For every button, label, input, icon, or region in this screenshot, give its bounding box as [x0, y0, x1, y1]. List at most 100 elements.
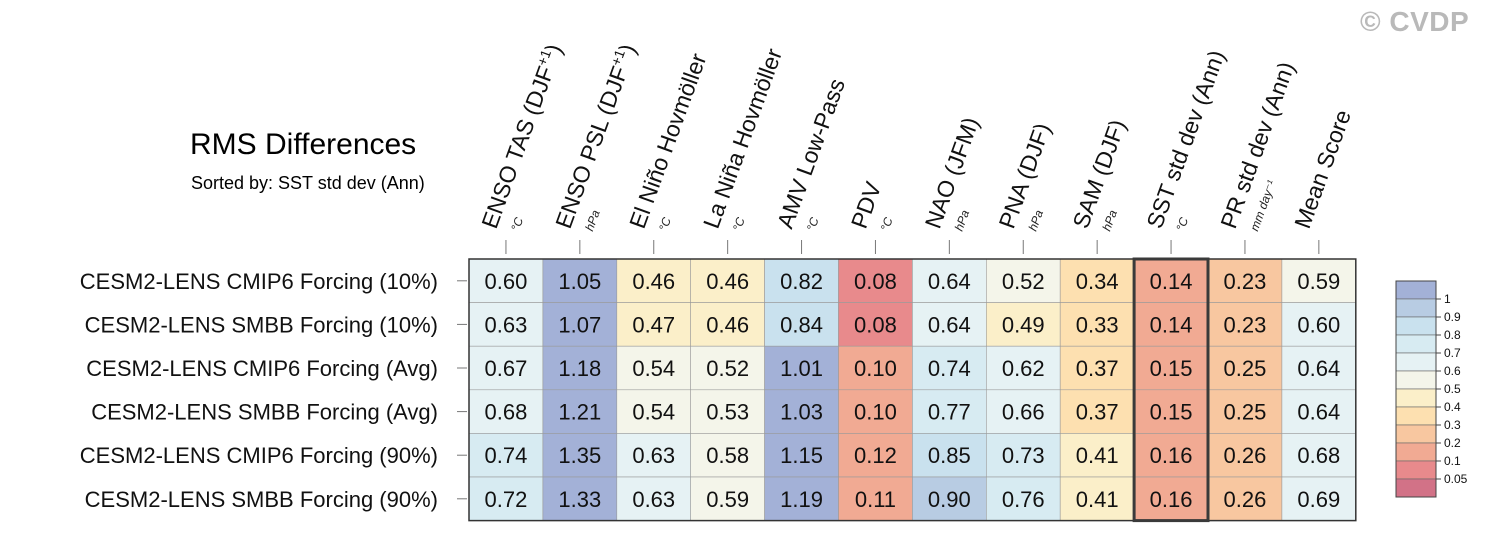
colorbar-swatch: [1395, 370, 1437, 390]
column-label: La Niña Hovmöller: [698, 45, 787, 232]
heatmap-cell: [838, 433, 913, 478]
heatmap-cell: [985, 476, 1061, 521]
cell-value-label: 0.69: [1297, 487, 1340, 512]
heatmap-cell: [1059, 389, 1135, 434]
column-label: AMV Low-Pass: [772, 75, 850, 232]
cell-value-label: 0.82: [780, 269, 823, 294]
heatmap-cell: [616, 476, 691, 521]
colorbar-label: 0.9: [1444, 310, 1461, 324]
column-label: ENSO TAS (DJF+1): [475, 40, 567, 232]
colorbar: 1 0.9 0.8 0.7 0.6 0.5 0.4 0.3 0.2 0.1 0.05: [1395, 280, 1468, 498]
heatmap-cell: [764, 258, 839, 303]
colorbar-label: 0.4: [1444, 400, 1461, 414]
cell-value-label: 0.66: [1002, 400, 1045, 425]
cell-value-label: 0.26: [1224, 487, 1267, 512]
column-label: El Niño Hovmöller: [624, 50, 711, 232]
heatmap-cell: [542, 258, 618, 303]
heatmap-cell: [985, 433, 1061, 478]
cell-value-label: 1.33: [558, 487, 601, 512]
colorbar-swatch: [1395, 406, 1437, 426]
cell-value-label: 0.23: [1224, 312, 1267, 337]
column-label: SAM (DJF): [1067, 116, 1130, 232]
heatmap-cell: [542, 389, 618, 434]
cell-value-label: 0.16: [1150, 487, 1193, 512]
column-unit: °C: [1173, 215, 1191, 233]
heatmap-cell: [1133, 345, 1209, 391]
heatmap-cell: [616, 258, 691, 303]
heatmap-cell: [985, 345, 1061, 391]
cell-value-label: 0.49: [1002, 312, 1045, 337]
column-label: ENSO PSL (DJF+1): [549, 40, 641, 232]
cell-value-label: 0.46: [632, 269, 675, 294]
cell-value-label: 0.59: [1297, 269, 1340, 294]
cell-value-label: 0.08: [854, 312, 897, 337]
cell-value-label: 0.52: [1002, 269, 1045, 294]
cell-value-label: 0.85: [928, 443, 971, 468]
heatmap-cell: [764, 433, 839, 478]
cell-value-label: 1.18: [558, 356, 601, 381]
heatmap-cell: [542, 433, 618, 478]
column-label: PNA (DJF): [994, 120, 1056, 232]
cell-value-label: 0.64: [928, 269, 971, 294]
cell-value-label: 0.62: [1002, 356, 1045, 381]
column-unit: hPa: [1100, 208, 1121, 233]
colorbar-label: 0.8: [1444, 328, 1461, 342]
cell-value-label: 0.77: [928, 400, 971, 425]
cell-value-label: 0.63: [632, 443, 675, 468]
cell-value-label: 0.76: [1002, 487, 1045, 512]
colorbar-swatch: [1395, 424, 1437, 444]
column-header: Mean Score: [1289, 106, 1356, 231]
heatmap-cell: [616, 433, 691, 478]
heatmap-cell: [542, 345, 618, 391]
cell-value-label: 0.68: [1297, 443, 1340, 468]
column-unit: °C: [656, 215, 674, 233]
cell-value-label: 1.19: [780, 487, 823, 512]
cell-value-label: 0.37: [1076, 400, 1119, 425]
cell-value-label: 1.01: [780, 356, 823, 381]
heatmap-cell: [690, 389, 765, 434]
colorbar-swatch: [1395, 478, 1437, 498]
colorbar-swatch: [1395, 280, 1437, 300]
column-header: PNA (DJF)hPa: [994, 120, 1056, 233]
heatmap-cell: [838, 476, 913, 521]
cell-value-label: 0.68: [485, 400, 528, 425]
colorbar-label: 0.6: [1444, 364, 1461, 378]
column-unit: °C: [804, 215, 822, 233]
heatmap-cell: [1281, 476, 1357, 521]
chart-subtitle: Sorted by: SST std dev (Ann): [191, 173, 425, 193]
cell-value-label: 0.26: [1224, 443, 1267, 468]
cell-value-label: 0.53: [706, 400, 749, 425]
cell-value-label: 0.74: [928, 356, 971, 381]
colorbar-label: 1: [1444, 292, 1451, 306]
heatmap-cell: [1133, 476, 1209, 521]
colorbar-label: 0.5: [1444, 382, 1461, 396]
heatmap-cell: [616, 389, 691, 434]
cell-value-label: 0.67: [485, 356, 528, 381]
cell-value-label: 0.37: [1076, 356, 1119, 381]
heatmap-cell: [912, 476, 987, 521]
row-label: CESM2-LENS CMIP6 Forcing (Avg): [86, 356, 438, 381]
heatmap-cell: [1059, 345, 1135, 391]
heatmap-cell: [912, 345, 987, 391]
heatmap-cell: [1207, 258, 1283, 303]
cell-value-label: 0.46: [706, 269, 749, 294]
column-unit: hPa: [952, 208, 973, 233]
cell-value-label: 0.46: [706, 312, 749, 337]
cell-value-label: 0.23: [1224, 269, 1267, 294]
cell-value-label: 0.14: [1150, 269, 1193, 294]
heatmap-cell: [912, 258, 987, 303]
cell-value-label: 0.63: [485, 312, 528, 337]
cell-value-label: 1.03: [780, 400, 823, 425]
column-headers: ENSO TAS (DJF+1) °C ENSO PSL (DJF+1) hPa El …: [475, 40, 1356, 254]
cell-value-label: 1.15: [780, 443, 823, 468]
cell-value-label: 0.15: [1150, 356, 1193, 381]
colorbar-swatch: [1395, 442, 1437, 462]
row-labels: CESM2-LENS CMIP6 Forcing (10%) CESM2-LENS…: [80, 269, 467, 512]
cell-value-label: 0.54: [632, 356, 675, 381]
heatmap-cell: [912, 302, 987, 347]
colorbar-swatch: [1395, 460, 1437, 480]
chart-title: RMS Differences: [190, 128, 417, 161]
cell-value-label: 0.11: [855, 487, 896, 512]
heatmap-cell: [1059, 258, 1135, 303]
